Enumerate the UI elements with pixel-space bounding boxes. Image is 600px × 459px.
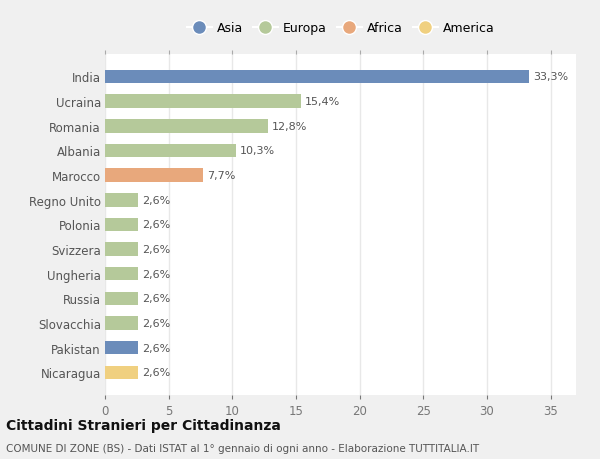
Text: 33,3%: 33,3%: [533, 73, 568, 82]
Bar: [105, 317, 138, 330]
Text: 2,6%: 2,6%: [142, 196, 170, 205]
Bar: [105, 267, 138, 281]
Text: Cittadini Stranieri per Cittadinanza: Cittadini Stranieri per Cittadinanza: [6, 418, 281, 432]
Text: 10,3%: 10,3%: [240, 146, 275, 156]
Text: 7,7%: 7,7%: [207, 171, 235, 181]
Bar: [105, 169, 203, 183]
Bar: [105, 71, 529, 84]
Bar: [105, 292, 138, 306]
Text: 2,6%: 2,6%: [142, 319, 170, 328]
Legend: Asia, Europa, Africa, America: Asia, Europa, Africa, America: [182, 17, 499, 40]
Bar: [105, 243, 138, 256]
Bar: [105, 366, 138, 379]
Bar: [105, 194, 138, 207]
Text: 2,6%: 2,6%: [142, 368, 170, 377]
Text: 2,6%: 2,6%: [142, 269, 170, 279]
Bar: [105, 218, 138, 232]
Bar: [105, 120, 268, 133]
Text: COMUNE DI ZONE (BS) - Dati ISTAT al 1° gennaio di ogni anno - Elaborazione TUTTI: COMUNE DI ZONE (BS) - Dati ISTAT al 1° g…: [6, 443, 479, 453]
Text: 2,6%: 2,6%: [142, 343, 170, 353]
Bar: [105, 341, 138, 355]
Text: 2,6%: 2,6%: [142, 220, 170, 230]
Text: 2,6%: 2,6%: [142, 294, 170, 304]
Text: 2,6%: 2,6%: [142, 245, 170, 254]
Bar: [105, 144, 236, 158]
Text: 15,4%: 15,4%: [305, 97, 340, 107]
Text: 12,8%: 12,8%: [272, 122, 307, 131]
Bar: [105, 95, 301, 109]
